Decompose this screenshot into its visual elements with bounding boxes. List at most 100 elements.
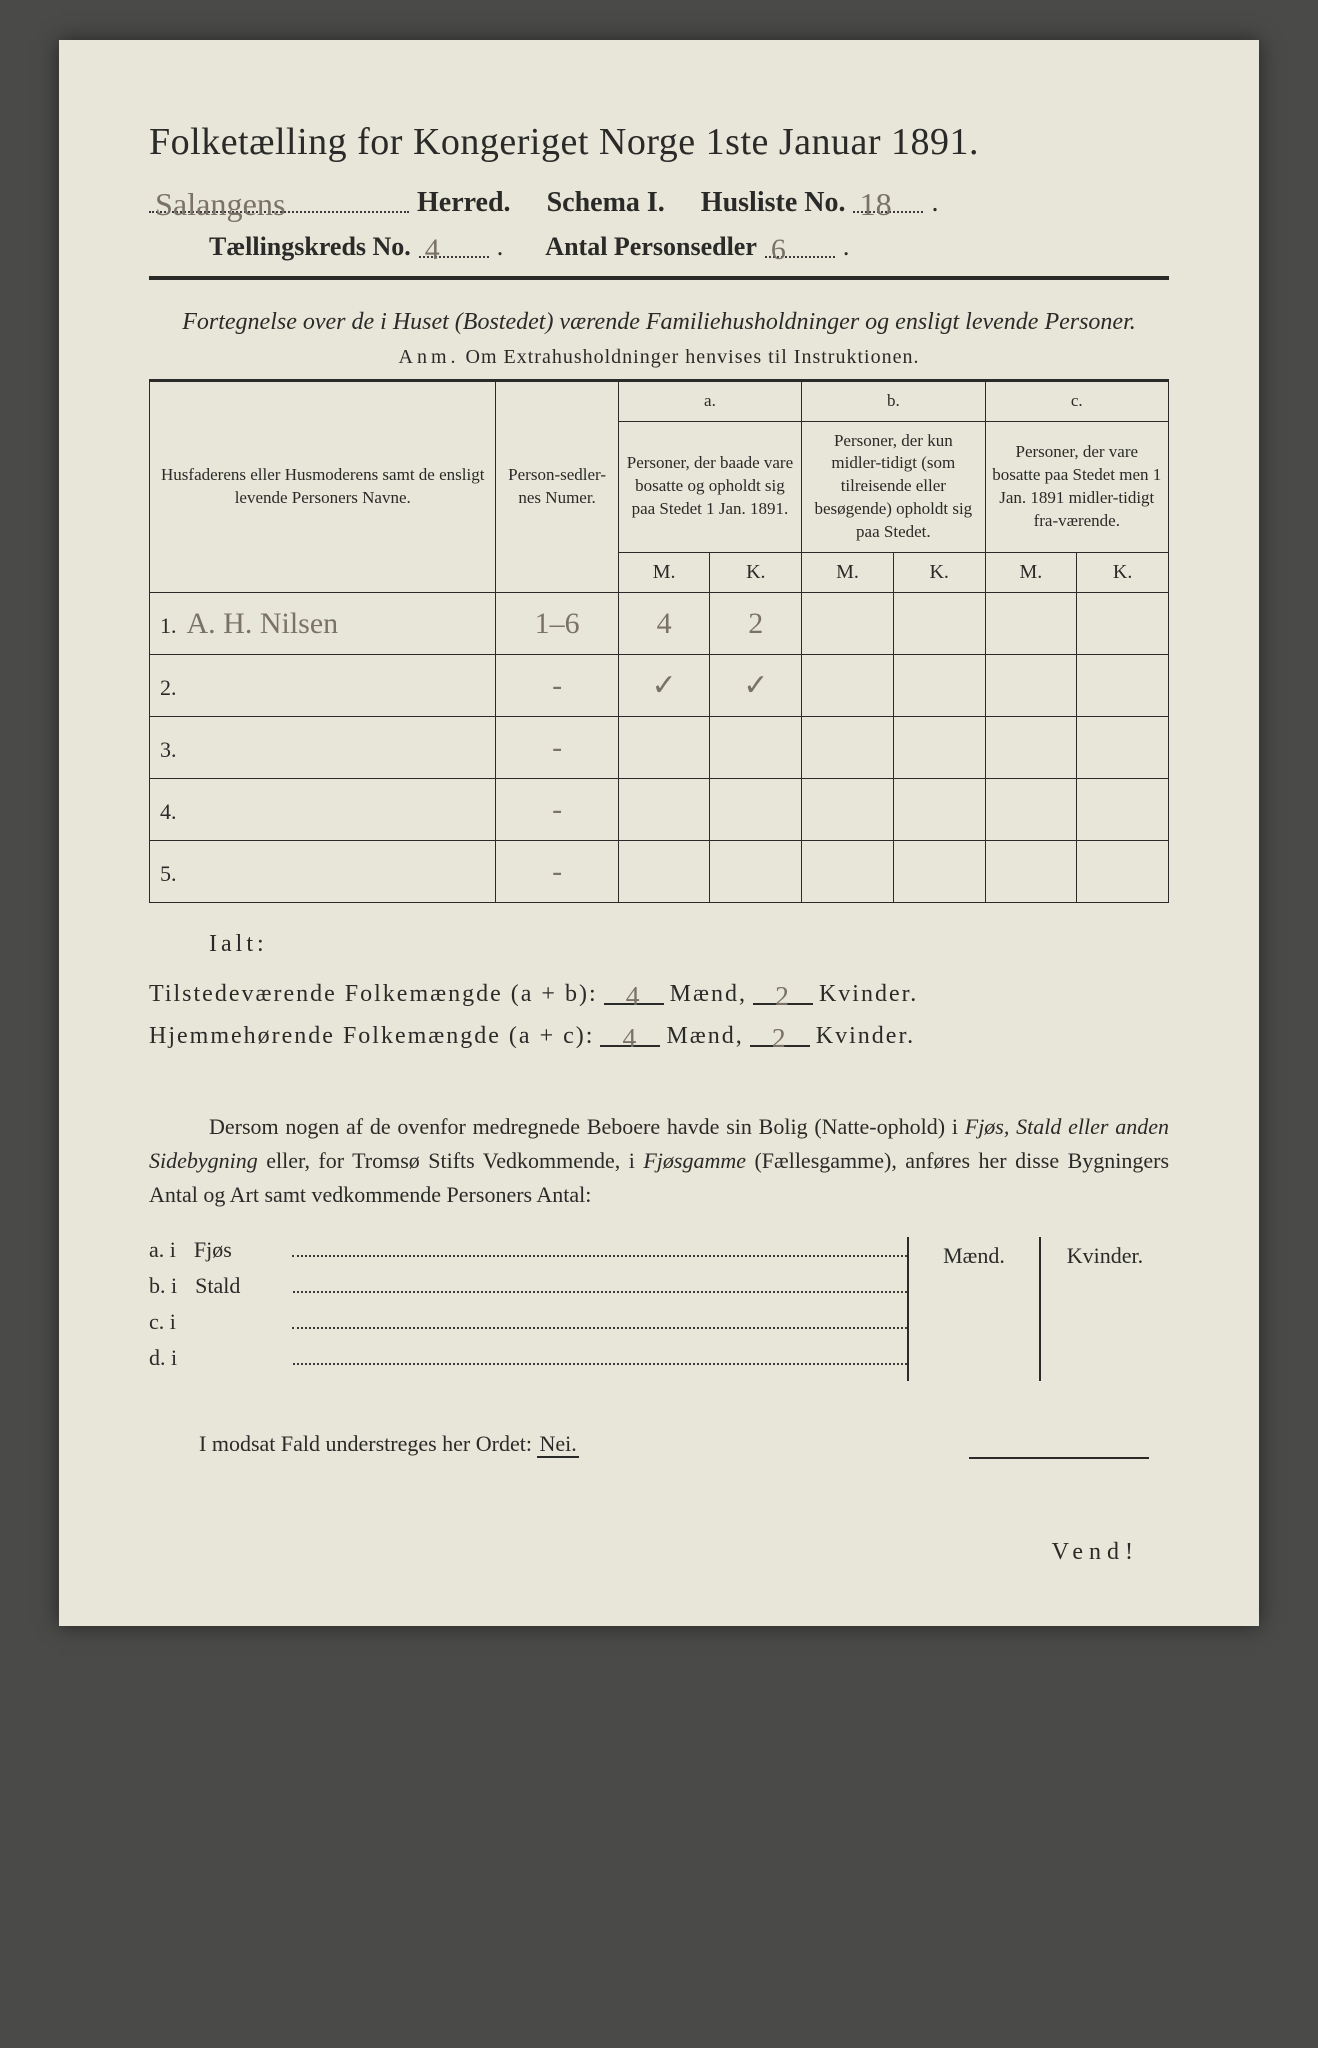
dersom-em2: Fjøsgamme (643, 1148, 746, 1173)
anm-rest: Om Extrahusholdninger henvises til Instr… (466, 346, 920, 368)
antal-value: 6 (765, 233, 792, 266)
husliste-value: 18 (853, 186, 897, 222)
census-tbody: 1.A. H. Nilsen1–6422.-✓✓3.-4.-5.- (150, 593, 1169, 903)
cell-b_k (893, 593, 985, 655)
tilstede-row: Tilstedeværende Folkemængde (a + b): 4 M… (149, 976, 1169, 1008)
kvinder-label: Kvinder. (819, 981, 918, 1008)
cell-b_k (893, 779, 985, 841)
cell-c_m (985, 841, 1077, 903)
col-numer-header: Person-sedler-nes Numer. (496, 380, 618, 593)
cell-a_m (618, 841, 710, 903)
cell-a_k (710, 841, 802, 903)
tilstede-k: 2 (769, 980, 797, 1011)
anm-line: Anm. Om Extrahusholdninger henvises til … (149, 346, 1169, 369)
modsat-nei: Nei. (537, 1431, 578, 1458)
col-b-top: b. (802, 380, 985, 421)
cell-a_m: ✓ (618, 655, 710, 717)
col-a-header: Personer, der baade vare bosatte og opho… (618, 421, 801, 553)
col-name-header: Husfaderens eller Husmoderens samt de en… (150, 380, 496, 593)
table-row: 5.- (150, 841, 1169, 903)
kreds-line: Tællingskreds No. 4. Antal Personsedler … (149, 229, 1169, 262)
hjem-k-field: 2 (750, 1018, 810, 1047)
hjem-row: Hjemmehørende Folkemængde (a + c): 4 Mæn… (149, 1018, 1169, 1050)
tilstede-k-field: 2 (753, 976, 813, 1005)
kreds-value: 4 (419, 233, 446, 266)
cell-c_m (985, 717, 1077, 779)
table-row: 3.- (150, 717, 1169, 779)
vend-rule (969, 1457, 1149, 1459)
hjem-k: 2 (766, 1022, 794, 1053)
bygn-row: c. i (149, 1309, 907, 1335)
modsat-text: I modsat Fald understreges her Ordet: (199, 1431, 537, 1456)
hjem-label: Hjemmehørende Folkemængde (a + c): (149, 1023, 594, 1050)
vend-label: Vend! (149, 1539, 1169, 1566)
table-row: 4.- (150, 779, 1169, 841)
cell-a_k: ✓ (710, 655, 802, 717)
bygn-row: a. iFjøs (149, 1237, 907, 1263)
hjem-m-field: 4 (600, 1018, 660, 1047)
cell-numer: - (496, 779, 618, 841)
maend-label: Mænd, (670, 981, 747, 1008)
cell-b_m (802, 717, 894, 779)
bygn-col-k: Kvinder. (1039, 1237, 1169, 1381)
mk-m: M. (802, 553, 894, 593)
bygn-right: Mænd. Kvinder. (907, 1237, 1169, 1381)
mk-m: M. (618, 553, 710, 593)
cell-numer: - (496, 655, 618, 717)
census-table: Husfaderens eller Husmoderens samt de en… (149, 379, 1169, 904)
cell-b_k (893, 717, 985, 779)
dersom-t2: eller, for Tromsø Stifts Vedkommende, i (258, 1148, 644, 1173)
cell-a_m: 4 (618, 593, 710, 655)
dersom-t1: Dersom nogen af de ovenfor medregnede Be… (209, 1114, 965, 1139)
cell-b_m (802, 841, 894, 903)
cell-b_m (802, 779, 894, 841)
cell-numer: - (496, 841, 618, 903)
tilstede-m: 4 (620, 980, 648, 1011)
modsat-line: I modsat Fald understreges her Ordet: Ne… (199, 1431, 1169, 1457)
cell-b_m (802, 655, 894, 717)
col-a-top: a. (618, 380, 801, 421)
herred-value: Salangens (149, 186, 292, 222)
ialt-label: Ialt: (209, 931, 1169, 958)
schema-label: Schema I. (547, 187, 665, 219)
cell-a_k: 2 (710, 593, 802, 655)
bygn-head-m: Mænd. (909, 1237, 1039, 1279)
kvinder-label: Kvinder. (816, 1023, 915, 1050)
name-cell: 3. (150, 717, 496, 779)
name-cell: 4. (150, 779, 496, 841)
maend-label: Mænd, (666, 1023, 743, 1050)
antal-label: Antal Personsedler (545, 232, 757, 262)
bygn-row: b. iStald (149, 1273, 907, 1299)
name-cell: 5. (150, 841, 496, 903)
page-title: Folketælling for Kongeriget Norge 1ste J… (149, 120, 1169, 164)
census-form-page: Folketælling for Kongeriget Norge 1ste J… (59, 40, 1259, 1626)
cell-a_m (618, 779, 710, 841)
tilstede-m-field: 4 (604, 976, 664, 1005)
mk-k: K. (710, 553, 802, 593)
cell-c_k (1077, 841, 1169, 903)
herred-field: Salangens (149, 182, 409, 213)
cell-a_m (618, 717, 710, 779)
hjem-m: 4 (617, 1022, 645, 1053)
fortegnelse-heading: Fortegnelse over de i Huset (Bostedet) v… (149, 306, 1169, 340)
cell-c_k (1077, 717, 1169, 779)
cell-c_m (985, 593, 1077, 655)
husliste-label: Husliste No. (701, 187, 846, 219)
name-cell: 2. (150, 655, 496, 717)
bygn-col-m: Mænd. (909, 1237, 1039, 1381)
cell-numer: 1–6 (496, 593, 618, 655)
antal-field: 6 (765, 229, 835, 258)
herred-label: Herred. (417, 187, 511, 219)
cell-c_k (1077, 655, 1169, 717)
cell-b_k (893, 841, 985, 903)
tilstede-label: Tilstedeværende Folkemængde (a + b): (149, 981, 598, 1008)
husliste-field: 18 (853, 182, 923, 213)
anm-lead: Anm. (399, 346, 460, 368)
herred-line: Salangens Herred. Schema I. Husliste No.… (149, 182, 1169, 219)
table-row: 1.A. H. Nilsen1–642 (150, 593, 1169, 655)
table-row: 2.-✓✓ (150, 655, 1169, 717)
mk-k: K. (893, 553, 985, 593)
bygn-left: a. iFjøsb. iStaldc. id. i (149, 1237, 907, 1381)
cell-c_m (985, 779, 1077, 841)
col-c-header: Personer, der vare bosatte paa Stedet me… (985, 421, 1168, 553)
